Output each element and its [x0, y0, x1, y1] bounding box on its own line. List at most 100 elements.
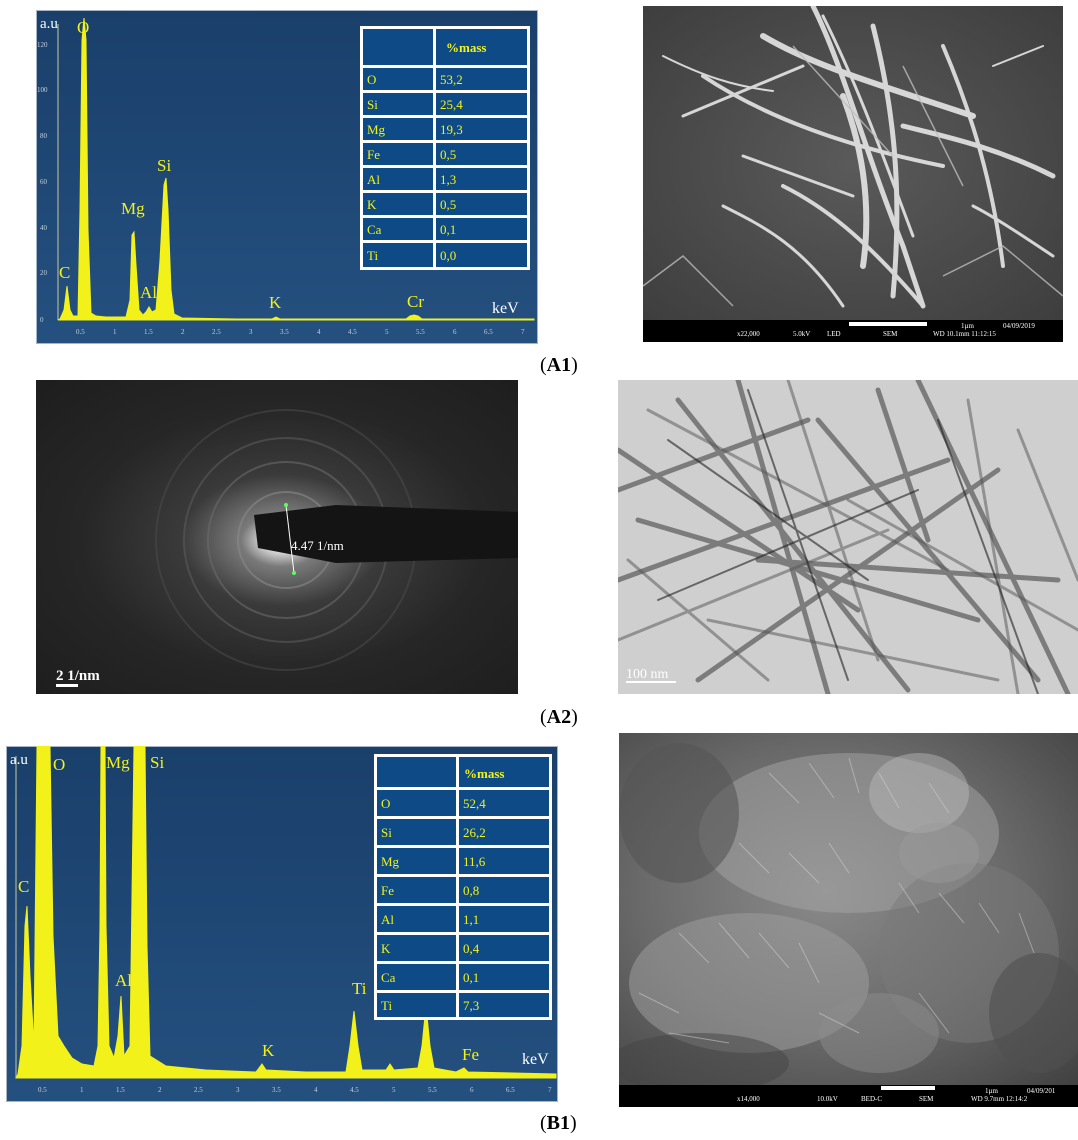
table-value: 0,5: [440, 147, 456, 162]
sem-image-a1: x22,000 5.0kV LED SEM WD 10.1mm 11:12:15…: [643, 6, 1063, 342]
x-tick: 1: [80, 1086, 84, 1094]
table-element: Ca: [381, 970, 396, 985]
x-tick: 6: [470, 1086, 474, 1094]
sem-mode: SEM: [883, 330, 898, 338]
peak-label: Si: [150, 753, 164, 772]
table-element: Ti: [367, 248, 378, 263]
table-value: 19,3: [440, 122, 463, 137]
table-element: Mg: [367, 122, 386, 137]
scale-bar: [881, 1086, 935, 1090]
sem-image-b1: x14,000 10.0kV BED-C SEM WD 9.7mm 12:14:…: [619, 733, 1078, 1107]
caption-label: A1: [546, 354, 572, 376]
x-tick: 7: [521, 328, 525, 336]
peak-label: Fe: [462, 1045, 479, 1064]
table-header: %mass: [464, 766, 504, 781]
y-tick: 40: [40, 224, 48, 232]
y-tick: 0: [40, 316, 44, 324]
caption-bracket: ): [571, 706, 578, 728]
peak-label: Mg: [121, 199, 145, 218]
table-element: O: [367, 72, 376, 87]
x-tick: 3: [236, 1086, 240, 1094]
x-tick: 5.5: [416, 328, 425, 336]
table-value: 52,4: [463, 796, 486, 811]
peak-label: O: [53, 755, 65, 774]
table-value: 11,6: [463, 854, 486, 869]
scale-bar-label: 100 nm: [626, 667, 669, 682]
table-value: 1,3: [440, 172, 456, 187]
peak-label: Ti: [352, 979, 367, 998]
y-unit-label: a.u: [10, 752, 28, 768]
beam-stopper: [254, 505, 518, 563]
x-tick: 4: [314, 1086, 318, 1094]
table-element: Al: [367, 172, 380, 187]
x-tick: 0.5: [38, 1086, 47, 1094]
x-tick: 2.5: [212, 328, 221, 336]
table-value: 7,3: [463, 998, 479, 1013]
x-tick: 6: [453, 328, 457, 336]
scale-bar-label: 2 1/nm: [56, 668, 100, 684]
x-tick: 2.5: [194, 1086, 203, 1094]
x-tick: 1.5: [116, 1086, 125, 1094]
saed-pattern-a2: 4.47 1/nm 2 1/nm: [36, 380, 518, 694]
x-tick: 1: [113, 328, 117, 336]
y-tick: 100: [37, 86, 48, 94]
measure-point: [292, 571, 296, 575]
composition-table: %mass O 53,2 Si 25,4 Mg 19,3 Fe 0,5 Al 1…: [360, 26, 530, 270]
sem-date: 04/09/2019: [1003, 322, 1035, 330]
caption-label: A2: [546, 706, 572, 728]
sem-wd-time: WD 10.1mm 11:12:15: [933, 330, 996, 338]
x-tick: 4.5: [348, 328, 357, 336]
y-tick: 120: [37, 41, 48, 49]
table-element: O: [381, 796, 390, 811]
table-header: %mass: [446, 40, 486, 55]
table-element: Ca: [367, 222, 382, 237]
x-tick: 7: [548, 1086, 552, 1094]
peak-label: K: [269, 293, 282, 312]
tem-image-a2: 100 nm: [618, 380, 1078, 694]
table-value: 1,1: [463, 912, 479, 927]
peak-label: Si: [157, 156, 171, 175]
x-tick: 3: [249, 328, 253, 336]
sem-detector: BED-C: [861, 1095, 882, 1103]
composition-table: %mass O 52,4 Si 26,2 Mg 11,6 Fe 0,8 Al 1…: [374, 754, 552, 1020]
table-element: Ti: [381, 998, 392, 1013]
peak-label: K: [262, 1041, 275, 1060]
figure-caption-a2: (A2): [540, 706, 578, 729]
peak-label: Mg: [106, 753, 130, 772]
table-value: 53,2: [440, 72, 463, 87]
sem-magnification: x22,000: [737, 330, 760, 338]
aggregate-texture: [619, 743, 1078, 1093]
distance-measurement: 4.47 1/nm: [291, 538, 344, 553]
figure-caption-a1: (A1): [540, 354, 578, 377]
table-value: 0,8: [463, 883, 479, 898]
table-element: Fe: [381, 883, 394, 898]
y-tick: 20: [40, 269, 48, 277]
sem-voltage: 5.0kV: [793, 330, 810, 338]
x-tick: 4: [317, 328, 321, 336]
x-tick: 2: [181, 328, 185, 336]
nanofibers: [618, 380, 1078, 694]
table-value: 0,1: [440, 222, 456, 237]
sem-scale-label: 1µm: [961, 322, 975, 330]
table-value: 0,5: [440, 197, 456, 212]
peak-label: C: [18, 877, 29, 896]
table-value: 0,0: [440, 248, 456, 263]
peak-label: C: [59, 263, 70, 282]
table-element: K: [367, 197, 377, 212]
spectrum-trace: [15, 746, 557, 1079]
x-tick: 6.5: [484, 328, 493, 336]
edx-spectrum-b1: a.u keV 0.5 1 1.5 2 2.5 3 3.5 4 4.5 5 5.…: [6, 746, 558, 1102]
caption-bracket: ): [570, 1112, 577, 1134]
table-element: Al: [381, 912, 394, 927]
scale-bar: [626, 681, 676, 683]
caption-bracket: (: [540, 1112, 547, 1134]
table-value: 26,2: [463, 825, 486, 840]
table-element: Si: [367, 97, 378, 112]
figure-caption-b1: (B1): [540, 1112, 577, 1135]
caption-bracket: (: [540, 354, 547, 376]
sem-date: 04/09/201: [1027, 1087, 1056, 1095]
x-tick: 3.5: [272, 1086, 281, 1094]
sem-voltage: 10.0kV: [817, 1095, 838, 1103]
peak-label: O: [77, 18, 89, 37]
table-element: Fe: [367, 147, 380, 162]
